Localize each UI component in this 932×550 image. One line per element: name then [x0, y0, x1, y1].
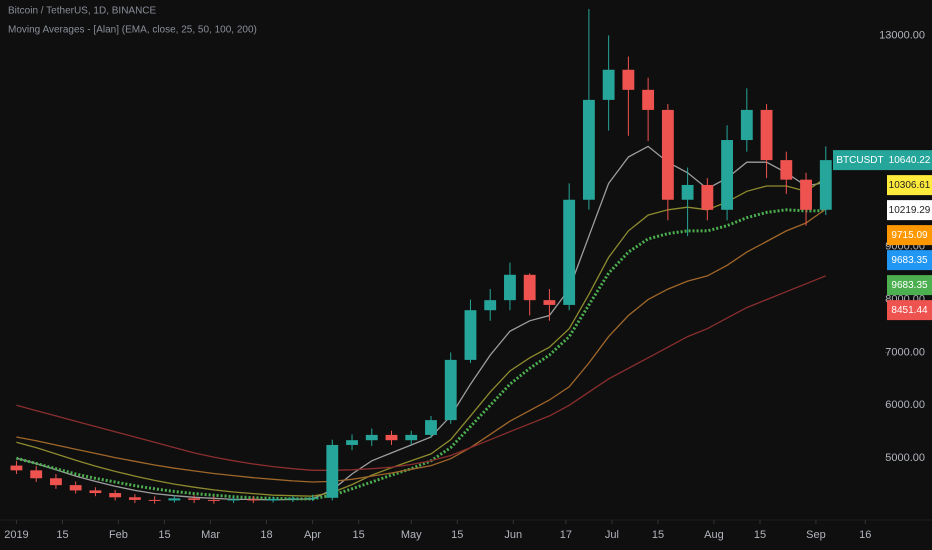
- x-tick-label: Aug: [704, 529, 724, 541]
- x-tick-label: Feb: [109, 529, 128, 541]
- x-tick-label: 16: [859, 529, 871, 541]
- candle-body: [168, 498, 181, 501]
- price-tag: [887, 175, 932, 196]
- x-tick-label: 15: [56, 529, 68, 541]
- candle-body: [405, 434, 418, 441]
- y-tick-label: 6000.00: [885, 399, 925, 411]
- price-tag-label: 10640.22: [889, 155, 931, 166]
- price-tag-label: 9715.09: [891, 230, 928, 241]
- candle-body: [109, 493, 122, 498]
- candle-body: [385, 434, 398, 441]
- candle-body: [563, 199, 576, 305]
- y-tick-label: 5000.00: [885, 452, 925, 464]
- price-tag: [887, 250, 932, 271]
- price-tag: [887, 225, 932, 246]
- price-tag: [887, 275, 932, 296]
- candle-body: [602, 69, 615, 100]
- candle-body: [484, 300, 497, 311]
- candle-body: [247, 499, 260, 501]
- candle-body: [227, 499, 240, 501]
- candle-body: [346, 440, 358, 445]
- candle-body: [326, 444, 339, 498]
- x-tick-label: Mar: [201, 529, 220, 541]
- x-tick-label: 15: [352, 529, 364, 541]
- price-tag-label: 9683.35: [891, 255, 928, 266]
- candle-body: [69, 485, 82, 491]
- candle-body: [286, 498, 299, 500]
- candle-body: [504, 274, 516, 301]
- candle-body: [760, 109, 773, 161]
- price-tag-label: 9683.35: [891, 280, 928, 291]
- candle-body: [306, 497, 319, 499]
- candle-body: [425, 420, 437, 435]
- candle-body: [148, 499, 161, 501]
- candle-body: [30, 470, 43, 479]
- candle-body: [10, 465, 23, 471]
- candle-body: [464, 310, 477, 360]
- x-tick-label: 15: [754, 529, 766, 541]
- price-tag-label: 10306.61: [889, 180, 931, 191]
- moving-average-line: [16, 145, 826, 501]
- candle-body: [89, 490, 102, 494]
- candle-body: [681, 184, 694, 200]
- candle-body: [661, 109, 674, 200]
- candle-body: [523, 274, 536, 301]
- candle-body: [622, 69, 635, 90]
- candle-body: [207, 499, 220, 501]
- x-tick-label: Jul: [605, 529, 619, 541]
- x-tick-label: 15: [158, 529, 170, 541]
- candle-body: [267, 498, 279, 501]
- candle-body: [50, 478, 62, 486]
- price-tag-label: 10219.29: [889, 205, 931, 216]
- y-tick-label: 13000.00: [879, 29, 925, 41]
- x-tick-label: 17: [560, 529, 572, 541]
- candle-body: [721, 140, 734, 210]
- x-tick-label: May: [401, 529, 422, 541]
- moving-average-line: [16, 275, 827, 471]
- price-tag: [887, 300, 932, 321]
- candle-body: [642, 89, 655, 110]
- candle-body: [365, 434, 378, 441]
- x-tick-label: 18: [260, 529, 272, 541]
- symbol-tag: [833, 150, 887, 171]
- candle-body: [701, 184, 714, 210]
- x-tick-label: Sep: [806, 529, 826, 541]
- candle-body: [128, 497, 141, 500]
- candle-body: [188, 498, 201, 500]
- moving-average-line: [16, 177, 827, 497]
- candle-body: [740, 109, 753, 141]
- x-tick-label: 15: [652, 529, 664, 541]
- candle-body: [444, 359, 457, 421]
- symbol-tag-label: BTCUSDT: [836, 155, 883, 166]
- chart-title: Bitcoin / TetherUS, 1D, BINANCE: [8, 6, 157, 17]
- candle-body: [800, 179, 812, 210]
- price-tag: [887, 200, 932, 221]
- x-tick-label: 15: [451, 529, 463, 541]
- candle-body: [543, 300, 556, 305]
- moving-average-line: [16, 208, 827, 483]
- indicator-legend: Moving Averages - [Alan] (EMA, close, 25…: [8, 25, 257, 36]
- x-tick-label: Jun: [504, 529, 522, 541]
- x-tick-label: Apr: [304, 529, 321, 541]
- price-tag: [887, 150, 932, 171]
- candle-body: [582, 99, 595, 200]
- x-tick-label: 2019: [4, 529, 28, 541]
- candle-body: [780, 160, 793, 180]
- price-tag-label: 8451.44: [891, 305, 928, 316]
- y-tick-label: 7000.00: [885, 346, 925, 358]
- candle-body: [819, 160, 832, 210]
